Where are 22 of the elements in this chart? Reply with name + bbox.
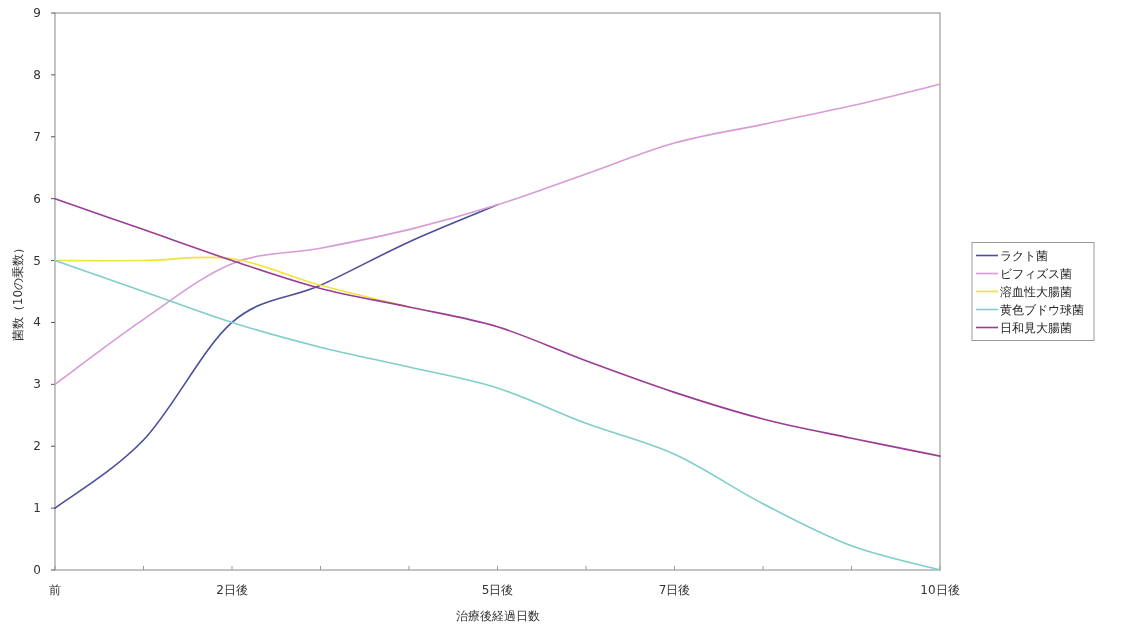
y-tick-label: 0 [33,563,41,577]
y-tick-label: 6 [33,191,41,206]
y-tick-label: 5 [33,253,41,268]
y-tick-label: 9 [33,6,41,20]
x-tick-label: 2日後 [216,583,248,597]
x-axis-title: 治療後経過日数 [455,609,540,623]
x-tick-label: 前 [49,583,61,597]
y-tick-label: 2 [33,439,41,454]
legend-label: ビフィズス菌 [1000,266,1072,281]
legend-label: 溶血性大腸菌 [1000,284,1072,299]
y-tick-label: 4 [33,315,41,330]
legend-label: ラクト菌 [1000,248,1048,263]
y-axis-title: 菌数（10の乗数） [11,241,25,342]
legend-label: 日和見大腸菌 [1000,320,1072,335]
x-tick-label: 10日後 [920,583,960,597]
y-tick-label: 7 [33,129,41,144]
y-tick-label: 8 [33,67,41,82]
x-tick-label: 5日後 [481,583,514,597]
legend-label: 黄色ブドウ球菌 [1000,302,1084,317]
y-tick-label: 3 [33,377,41,392]
y-tick-label: 1 [33,501,41,516]
x-tick-label: 7日後 [658,583,691,597]
